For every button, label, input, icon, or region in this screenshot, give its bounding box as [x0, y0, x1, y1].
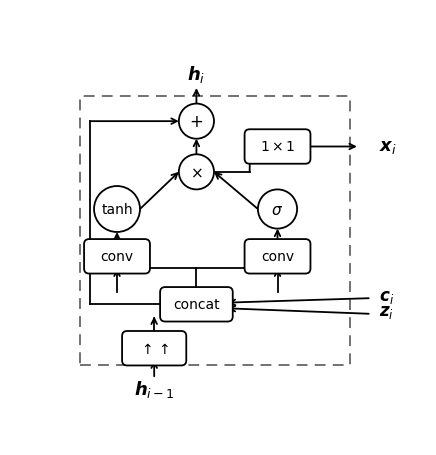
Text: $+$: $+$	[189, 113, 204, 131]
Text: $\times$: $\times$	[190, 165, 203, 180]
Text: $\boldsymbol{h}_i$: $\boldsymbol{h}_i$	[187, 64, 206, 85]
Text: $\sigma$: $\sigma$	[272, 202, 283, 217]
Text: conv: conv	[261, 250, 294, 264]
Circle shape	[179, 104, 214, 139]
Text: $\boldsymbol{c}_i$: $\boldsymbol{c}_i$	[379, 288, 394, 305]
FancyBboxPatch shape	[122, 331, 186, 366]
Text: tanh: tanh	[101, 202, 133, 217]
FancyBboxPatch shape	[160, 288, 233, 322]
Circle shape	[94, 187, 140, 233]
Text: $1\times 1$: $1\times 1$	[260, 140, 295, 154]
Text: concat: concat	[173, 298, 220, 312]
FancyBboxPatch shape	[245, 130, 310, 164]
Text: conv: conv	[100, 250, 133, 264]
Text: $\boldsymbol{x}_i$: $\boldsymbol{x}_i$	[379, 138, 397, 156]
Text: $\uparrow\uparrow$: $\uparrow\uparrow$	[139, 341, 170, 356]
Circle shape	[179, 155, 214, 190]
Text: $\boldsymbol{h}_{i-1}$: $\boldsymbol{h}_{i-1}$	[134, 378, 174, 399]
Text: $\boldsymbol{z}_i$: $\boldsymbol{z}_i$	[379, 303, 394, 320]
Circle shape	[258, 190, 297, 229]
FancyBboxPatch shape	[245, 239, 310, 274]
FancyBboxPatch shape	[84, 239, 150, 274]
